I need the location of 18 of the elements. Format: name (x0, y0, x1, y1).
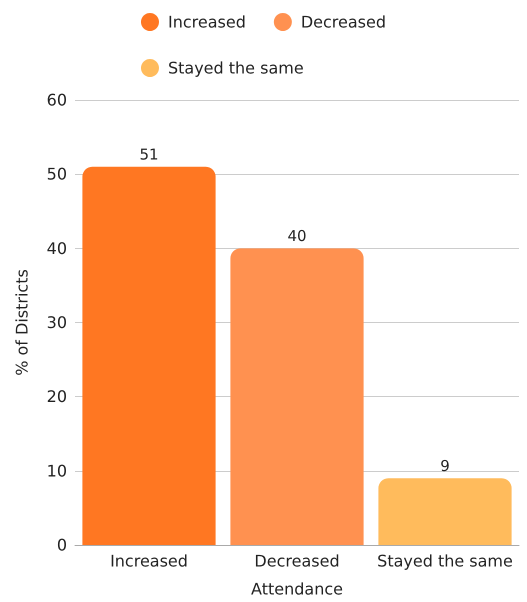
x-axis-title: Attendance (251, 580, 343, 598)
y-tick-label: 50 (46, 164, 67, 184)
data-label: 40 (287, 226, 307, 245)
data-label: 51 (139, 145, 159, 164)
x-tick-label: Increased (110, 552, 188, 570)
y-tick-label: 0 (56, 536, 67, 554)
legend-label: Increased (168, 12, 246, 32)
legend-label: Stayed the same (168, 58, 304, 78)
y-tick-label: 40 (46, 238, 67, 258)
legend-label: Decreased (300, 12, 386, 32)
y-axis-title: % of Districts (12, 269, 32, 376)
data-label: 9 (440, 456, 450, 475)
y-tick-label: 60 (46, 90, 67, 110)
x-tick-label: Decreased (254, 552, 340, 570)
y-tick-label: 30 (46, 313, 67, 332)
x-tick-label: Stayed the same (377, 552, 513, 570)
y-tick-label: 20 (46, 387, 67, 406)
y-tick-label: 10 (46, 461, 67, 480)
